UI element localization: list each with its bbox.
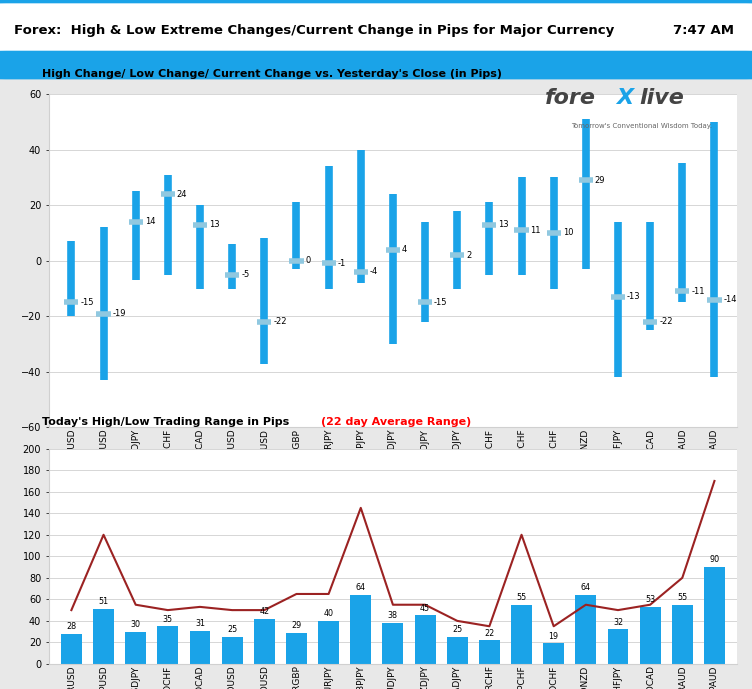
Text: 10: 10 — [562, 229, 573, 238]
Text: 51: 51 — [99, 597, 108, 606]
Text: -13: -13 — [627, 292, 641, 301]
Bar — [608, 630, 629, 664]
Text: -14: -14 — [723, 295, 737, 304]
Text: Today's High/Low Trading Range in Pips: Today's High/Low Trading Range in Pips — [42, 417, 293, 427]
Bar — [126, 632, 146, 664]
Text: 42: 42 — [259, 607, 269, 616]
Bar — [543, 644, 564, 664]
Text: -5: -5 — [241, 270, 250, 279]
FancyBboxPatch shape — [0, 51, 752, 78]
Bar — [672, 605, 693, 664]
Bar — [575, 595, 596, 664]
Text: 29: 29 — [291, 621, 302, 630]
Text: -4: -4 — [370, 267, 378, 276]
Text: 53: 53 — [645, 595, 655, 604]
Text: 13: 13 — [209, 220, 220, 229]
Bar — [286, 633, 307, 664]
Text: (22 day Average Range): (22 day Average Range) — [320, 417, 471, 427]
Text: -22: -22 — [273, 318, 287, 327]
Text: fore: fore — [545, 88, 596, 108]
Text: -11: -11 — [691, 287, 705, 296]
Text: 0: 0 — [305, 256, 311, 265]
Text: -15: -15 — [434, 298, 447, 307]
Bar — [414, 615, 435, 664]
Text: 90: 90 — [709, 555, 720, 564]
Text: Forex:  High & Low Extreme Changes/Current Change in Pips for Major Currency: Forex: High & Low Extreme Changes/Curren… — [14, 23, 614, 37]
Text: 31: 31 — [195, 619, 205, 628]
Text: 11: 11 — [531, 226, 541, 235]
Text: -1: -1 — [338, 259, 346, 268]
Bar — [511, 605, 532, 664]
Text: 55: 55 — [677, 593, 687, 602]
Text: High Change/ Low Change/ Current Change vs. Yesterday's Close (in Pips): High Change/ Low Change/ Current Change … — [42, 69, 502, 79]
Text: -19: -19 — [113, 309, 126, 318]
Text: 7:47 AM: 7:47 AM — [673, 23, 734, 37]
FancyBboxPatch shape — [0, 1, 752, 78]
Text: 55: 55 — [517, 593, 526, 602]
Text: 13: 13 — [499, 220, 509, 229]
Bar — [383, 623, 403, 664]
Bar — [350, 595, 371, 664]
Text: 29: 29 — [595, 176, 605, 185]
Text: 28: 28 — [66, 622, 77, 631]
Text: Tomorrow's Conventional Wisdom Today.: Tomorrow's Conventional Wisdom Today. — [571, 123, 712, 129]
Text: 32: 32 — [613, 618, 623, 627]
Bar — [157, 626, 178, 664]
Text: 25: 25 — [452, 626, 462, 635]
Text: 22: 22 — [484, 628, 495, 637]
Text: -22: -22 — [660, 318, 672, 327]
Text: 40: 40 — [323, 609, 334, 618]
Text: 25: 25 — [227, 626, 238, 635]
Text: 64: 64 — [581, 584, 591, 593]
Text: 35: 35 — [162, 615, 173, 624]
Bar — [447, 637, 468, 664]
Bar — [704, 567, 725, 664]
Bar — [318, 621, 339, 664]
Text: X: X — [616, 88, 633, 108]
Bar — [222, 637, 243, 664]
Bar — [640, 607, 660, 664]
Text: 24: 24 — [177, 189, 187, 198]
Bar — [254, 619, 274, 664]
Bar — [479, 640, 500, 664]
Text: 64: 64 — [356, 584, 365, 593]
Text: 4: 4 — [402, 245, 407, 254]
Text: live: live — [639, 88, 684, 108]
Bar — [61, 634, 82, 664]
Text: 19: 19 — [549, 632, 559, 641]
Text: 45: 45 — [420, 604, 430, 613]
Text: 38: 38 — [388, 611, 398, 620]
Text: 30: 30 — [131, 620, 141, 629]
Bar — [93, 609, 114, 664]
Text: -15: -15 — [80, 298, 94, 307]
Bar — [190, 630, 211, 664]
Text: 14: 14 — [144, 217, 155, 226]
Text: 2: 2 — [466, 251, 472, 260]
